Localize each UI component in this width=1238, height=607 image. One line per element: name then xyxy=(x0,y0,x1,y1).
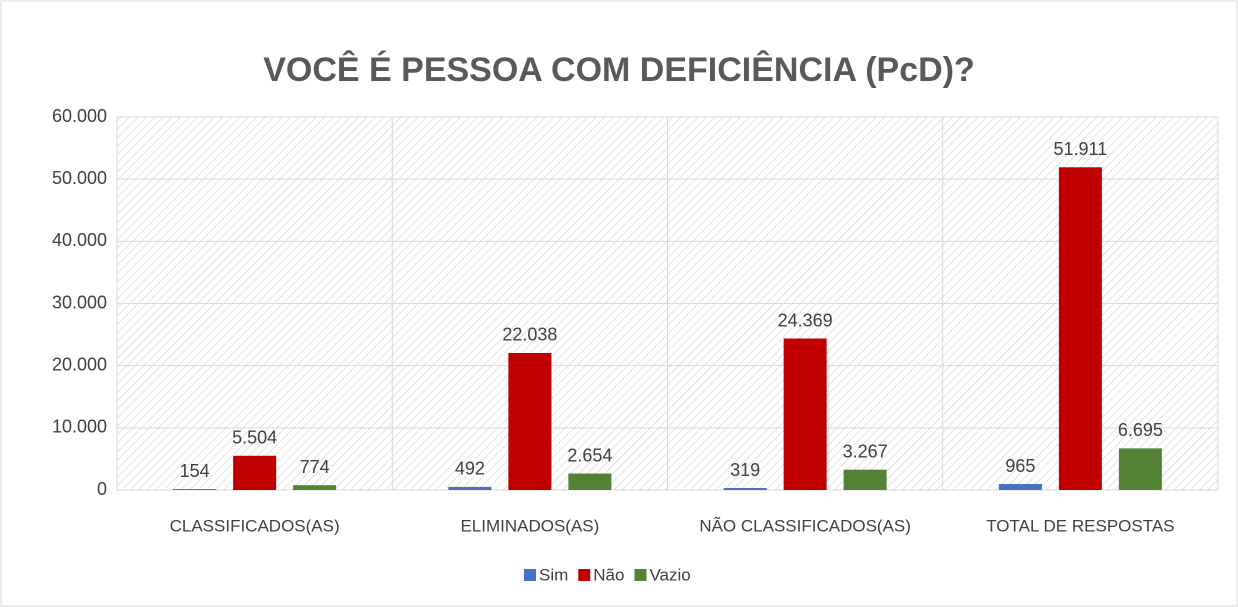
bar xyxy=(1118,448,1162,490)
bar xyxy=(173,489,217,490)
data-label: 6.695 xyxy=(1118,420,1163,440)
chart-title: VOCÊ É PESSOA COM DEFICIÊNCIA (PcD)? xyxy=(263,51,975,89)
legend-swatch xyxy=(524,569,536,581)
bar xyxy=(233,455,277,490)
data-label: 51.911 xyxy=(1054,139,1108,159)
legend-swatch xyxy=(578,569,591,581)
data-label: 24.369 xyxy=(778,310,833,330)
bar xyxy=(843,469,887,490)
data-label: 492 xyxy=(455,459,485,479)
legend-swatch xyxy=(634,569,647,581)
bar xyxy=(998,484,1042,490)
x-tick-label: NÃO CLASSIFICADOS(AS) xyxy=(699,516,911,535)
data-label: 154 xyxy=(180,461,210,481)
data-label: 319 xyxy=(730,460,760,480)
y-tick-label: 20.000 xyxy=(52,354,107,374)
data-label: 22.038 xyxy=(502,325,557,345)
x-tick-label: CLASSIFICADOS(AS) xyxy=(170,516,340,535)
data-label: 965 xyxy=(1005,456,1035,476)
bar xyxy=(508,352,552,490)
bar xyxy=(448,486,492,490)
data-label: 2.654 xyxy=(567,445,612,465)
bar xyxy=(1058,167,1102,490)
legend-label: Não xyxy=(593,565,624,584)
x-tick-label: TOTAL DE RESPOSTAS xyxy=(986,516,1174,535)
bar xyxy=(723,488,767,490)
y-tick-label: 0 xyxy=(97,479,107,499)
legend-label: Sim xyxy=(539,565,568,584)
y-tick-label: 50.000 xyxy=(52,168,107,188)
y-tick-label: 10.000 xyxy=(52,417,107,437)
bar xyxy=(568,473,612,490)
y-tick-label: 60.000 xyxy=(52,106,107,126)
y-tick-label: 40.000 xyxy=(52,230,107,250)
bar xyxy=(783,338,827,490)
data-label: 774 xyxy=(300,457,330,477)
data-label: 3.267 xyxy=(843,441,888,461)
x-tick-label: ELIMINADOS(AS) xyxy=(460,516,599,535)
data-label: 5.504 xyxy=(232,428,277,448)
bar xyxy=(293,485,337,490)
legend-label: Vazio xyxy=(649,565,690,584)
y-tick-label: 30.000 xyxy=(52,292,107,312)
